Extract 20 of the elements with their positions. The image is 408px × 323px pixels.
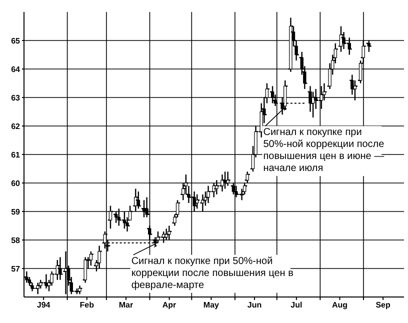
x-tick-label: J94: [36, 300, 51, 310]
y-tick-label: 65: [11, 36, 21, 46]
x-tick-label: Mar: [118, 300, 134, 310]
annotation: Сигнал к покупке при 50%-ной коррекции после повышения цен в июне — начале июля: [263, 127, 385, 174]
y-tick-label: 59: [11, 207, 21, 216]
x-tick-label: Sep: [376, 300, 390, 310]
y-tick-label: 63: [11, 93, 21, 102]
annotation: Сигнал к покупке при 50%-ной коррекции после повышения цен в феврале-марте: [131, 256, 294, 291]
y-tick-label: 64: [11, 64, 21, 74]
x-tick-label: Apr: [162, 300, 176, 310]
y-tick-label: 58: [11, 236, 21, 245]
x-tick-label: Jul: [290, 300, 302, 310]
y-tick-label: 60: [11, 178, 21, 188]
y-tick-label: 61: [11, 150, 21, 160]
x-tick-label: Jun: [247, 300, 262, 310]
x-tick-label: Feb: [80, 300, 94, 310]
x-tick-label: Aug: [332, 300, 348, 310]
y-tick-label: 62: [11, 122, 21, 131]
x-tick-label: May: [203, 300, 220, 310]
y-tick-label: 57: [11, 264, 21, 274]
